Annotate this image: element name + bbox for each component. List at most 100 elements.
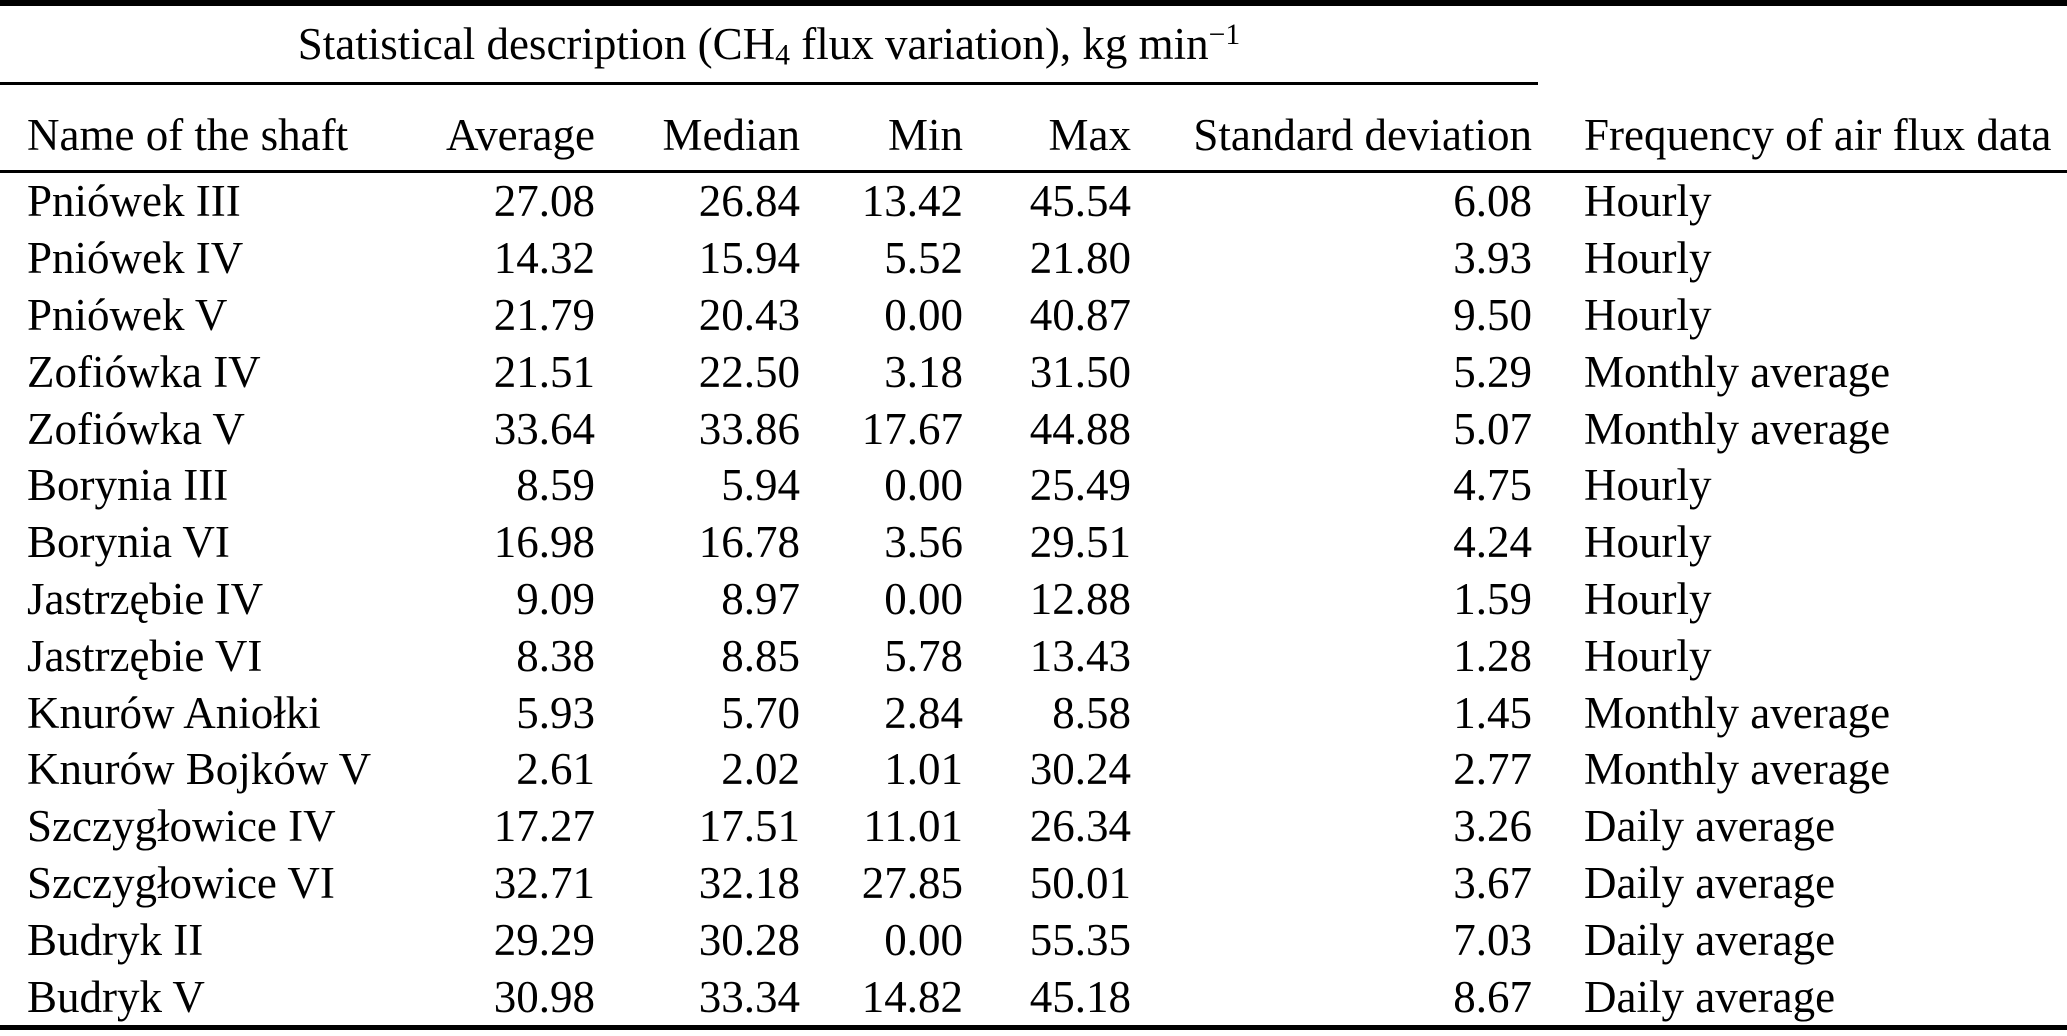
frequency-cell: Monthly average	[1584, 687, 1891, 738]
table-row: Jastrzębie IV 9.09 8.97 0.00 12.88 1.59 …	[0, 571, 2067, 628]
col-header-frequency: Frequency of air flux data	[1584, 109, 2052, 160]
col-header-average: Average	[445, 109, 595, 160]
average-cell: 14.32	[493, 233, 595, 284]
shaft-name-cell: Szczygłowice VI	[27, 857, 335, 908]
average-cell: 32.71	[493, 857, 595, 908]
average-cell: 33.64	[493, 403, 595, 454]
std-cell: 7.03	[1453, 914, 1532, 965]
frequency-cell: Hourly	[1584, 176, 1712, 227]
max-cell: 31.50	[1029, 346, 1131, 397]
table-row: Borynia VI 16.98 16.78 3.56 29.51 4.24 H…	[0, 514, 2067, 571]
max-cell: 45.54	[1029, 176, 1131, 227]
table-row: Szczygłowice VI 32.71 32.18 27.85 50.01 …	[0, 855, 2067, 912]
median-cell: 33.34	[698, 971, 800, 1022]
max-cell: 26.34	[1029, 801, 1131, 852]
average-cell: 8.38	[516, 630, 595, 681]
average-cell: 27.08	[493, 176, 595, 227]
median-cell: 33.86	[698, 403, 800, 454]
table-row: Zofiówka IV 21.51 22.50 3.18 31.50 5.29 …	[0, 343, 2067, 400]
frequency-cell: Daily average	[1584, 914, 1836, 965]
table-row: Jastrzębie VI 8.38 8.85 5.78 13.43 1.28 …	[0, 627, 2067, 684]
shaft-name-cell: Szczygłowice IV	[27, 801, 336, 852]
average-cell: 16.98	[493, 517, 595, 568]
table-row: Pniówek V 21.79 20.43 0.00 40.87 9.50 Ho…	[0, 287, 2067, 344]
max-cell: 8.58	[1052, 687, 1131, 738]
table-top-rule	[0, 0, 2067, 6]
median-cell: 15.94	[698, 233, 800, 284]
std-cell: 6.08	[1453, 176, 1532, 227]
col-header-std: Standard deviation	[1193, 109, 1532, 160]
table-row: Szczygłowice IV 17.27 17.51 11.01 26.34 …	[0, 798, 2067, 855]
average-cell: 21.79	[493, 289, 595, 340]
col-header-median: Median	[662, 109, 800, 160]
std-cell: 5.07	[1453, 403, 1532, 454]
table-row: Pniówek IV 14.32 15.94 5.52 21.80 3.93 H…	[0, 230, 2067, 287]
std-cell: 9.50	[1453, 289, 1532, 340]
frequency-cell: Hourly	[1584, 460, 1712, 511]
max-cell: 55.35	[1029, 914, 1131, 965]
std-cell: 1.59	[1453, 573, 1532, 624]
frequency-cell: Hourly	[1584, 630, 1712, 681]
shaft-name-cell: Borynia III	[27, 460, 229, 511]
std-cell: 2.77	[1453, 744, 1532, 795]
table-row: Pniówek III 27.08 26.84 13.42 45.54 6.08…	[0, 173, 2067, 230]
table-bottom-rule	[0, 1024, 2067, 1030]
shaft-name-cell: Knurów Aniołki	[27, 687, 321, 738]
average-cell: 30.98	[493, 971, 595, 1022]
frequency-cell: Monthly average	[1584, 403, 1891, 454]
std-cell: 3.93	[1453, 233, 1532, 284]
table-row: Knurów Bojków V 2.61 2.02 1.01 30.24 2.7…	[0, 741, 2067, 798]
shaft-name-cell: Zofiówka IV	[27, 346, 261, 397]
shaft-name-cell: Knurów Bojków V	[27, 744, 372, 795]
frequency-cell: Hourly	[1584, 289, 1712, 340]
max-cell: 12.88	[1029, 573, 1131, 624]
table-row: Budryk II 29.29 30.28 0.00 55.35 7.03 Da…	[0, 911, 2067, 968]
median-cell: 32.18	[698, 857, 800, 908]
min-cell: 1.01	[884, 744, 963, 795]
min-cell: 3.56	[884, 517, 963, 568]
min-cell: 11.01	[863, 801, 963, 852]
std-cell: 5.29	[1453, 346, 1532, 397]
col-header-min: Min	[887, 109, 963, 160]
table-row: Borynia III 8.59 5.94 0.00 25.49 4.75 Ho…	[0, 457, 2067, 514]
table-row: Budryk V 30.98 33.34 14.82 45.18 8.67 Da…	[0, 968, 2067, 1025]
frequency-cell: Hourly	[1584, 233, 1712, 284]
frequency-cell: Hourly	[1584, 573, 1712, 624]
title-underline-rule	[0, 82, 1538, 85]
max-cell: 50.01	[1029, 857, 1131, 908]
frequency-cell: Daily average	[1584, 801, 1836, 852]
min-cell: 27.85	[861, 857, 963, 908]
median-cell: 5.94	[721, 460, 800, 511]
max-cell: 45.18	[1029, 971, 1131, 1022]
std-cell: 3.26	[1453, 801, 1532, 852]
std-cell: 1.45	[1453, 687, 1532, 738]
shaft-name-cell: Budryk II	[27, 914, 204, 965]
std-cell: 4.75	[1453, 460, 1532, 511]
min-cell: 5.78	[884, 630, 963, 681]
statistics-table-body: Pniówek III 27.08 26.84 13.42 45.54 6.08…	[0, 173, 2067, 1025]
average-cell: 29.29	[493, 914, 595, 965]
shaft-name-cell: Budryk V	[27, 971, 205, 1022]
frequency-cell: Daily average	[1584, 971, 1836, 1022]
table-title: Statistical description (CH4 flux variat…	[297, 19, 1241, 72]
frequency-cell: Monthly average	[1584, 744, 1891, 795]
frequency-cell: Hourly	[1584, 517, 1712, 568]
average-cell: 2.61	[516, 744, 595, 795]
std-cell: 1.28	[1453, 630, 1532, 681]
median-cell: 2.02	[721, 744, 800, 795]
max-cell: 29.51	[1029, 517, 1131, 568]
std-cell: 3.67	[1453, 857, 1532, 908]
median-cell: 22.50	[698, 346, 800, 397]
min-cell: 3.18	[884, 346, 963, 397]
table-row: Zofiówka V 33.64 33.86 17.67 44.88 5.07 …	[0, 400, 2067, 457]
min-cell: 0.00	[884, 914, 963, 965]
average-cell: 9.09	[516, 573, 595, 624]
average-cell: 21.51	[493, 346, 595, 397]
shaft-name-cell: Pniówek V	[27, 289, 228, 340]
median-cell: 17.51	[698, 801, 800, 852]
min-cell: 5.52	[884, 233, 963, 284]
max-cell: 40.87	[1029, 289, 1131, 340]
median-cell: 30.28	[698, 914, 800, 965]
max-cell: 25.49	[1029, 460, 1131, 511]
